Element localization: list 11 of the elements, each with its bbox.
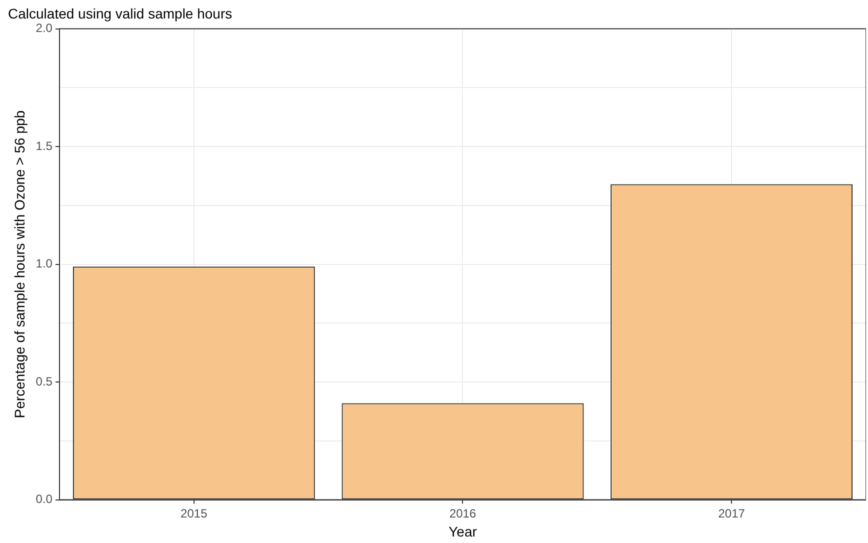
x-tick-label: 2017 [718, 506, 746, 520]
y-tick-label: 2.0 [36, 21, 53, 36]
y-tick-label: 0.0 [36, 492, 53, 506]
y-tick-label: 0.5 [36, 374, 53, 388]
y-axis-title: Percentage of sample hours with Ozone > 56 ppb [11, 110, 28, 418]
y-tick-label: 1.0 [36, 256, 53, 271]
y-tick-label: 1.5 [36, 138, 53, 153]
x-tick-label: 2015 [180, 506, 208, 520]
x-axis-title: Year [448, 523, 478, 540]
x-tick-label: 2016 [449, 506, 476, 520]
chart-title: Calculated using valid sample hours [8, 5, 232, 22]
